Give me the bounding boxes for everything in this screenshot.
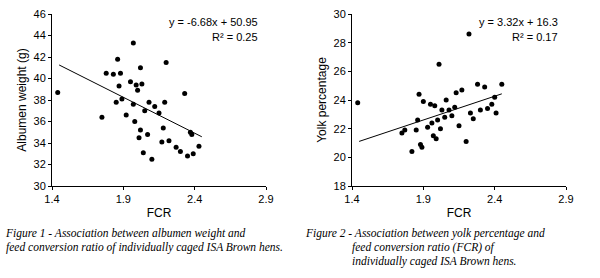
svg-text:1.4: 1.4 bbox=[44, 193, 59, 205]
svg-text:36: 36 bbox=[34, 115, 46, 127]
svg-text:2.9: 2.9 bbox=[258, 193, 273, 205]
svg-text:FCR: FCR bbox=[147, 206, 172, 220]
svg-text:Albumen weight (g): Albumen weight (g) bbox=[15, 48, 29, 151]
svg-text:20: 20 bbox=[334, 151, 346, 163]
svg-text:1.9: 1.9 bbox=[116, 193, 131, 205]
svg-text:y = 3.32x + 16.3: y = 3.32x + 16.3 bbox=[479, 16, 558, 28]
svg-text:1.9: 1.9 bbox=[416, 193, 431, 205]
svg-text:R² = 0.17: R² = 0.17 bbox=[512, 31, 558, 43]
svg-text:30: 30 bbox=[34, 180, 46, 192]
svg-text:42: 42 bbox=[34, 51, 46, 63]
svg-text:Yolk percentage: Yolk percentage bbox=[315, 57, 329, 143]
svg-text:22: 22 bbox=[334, 123, 346, 135]
svg-text:38: 38 bbox=[34, 94, 46, 106]
html-text:Figure 1 - Association between: Figure 1 - Association between albumen w… bbox=[6, 227, 246, 239]
svg-text:44: 44 bbox=[34, 29, 46, 41]
svg-text:FCR: FCR bbox=[447, 206, 472, 220]
html-text:individually caged ISA Brown h: individually caged ISA Brown hens. bbox=[352, 255, 517, 267]
svg-text:y = -6.68x + 50.95: y = -6.68x + 50.95 bbox=[169, 16, 258, 28]
svg-text:R² = 0.25: R² = 0.25 bbox=[212, 31, 258, 43]
svg-text:24: 24 bbox=[334, 94, 346, 106]
svg-text:34: 34 bbox=[34, 137, 46, 149]
svg-text:2.4: 2.4 bbox=[187, 193, 202, 205]
svg-text:46: 46 bbox=[34, 8, 46, 20]
svg-text:18: 18 bbox=[334, 180, 346, 192]
html-text:feed conversion ratio (FCR) of: feed conversion ratio (FCR) of bbox=[352, 241, 494, 253]
svg-text:1.4: 1.4 bbox=[344, 193, 359, 205]
svg-text:2.4: 2.4 bbox=[487, 193, 502, 205]
svg-text:30: 30 bbox=[334, 8, 346, 20]
svg-text:26: 26 bbox=[334, 65, 346, 77]
svg-text:32: 32 bbox=[34, 158, 46, 170]
svg-text:28: 28 bbox=[334, 37, 346, 49]
html-text:feed conversion ratio of indiv: feed conversion ratio of individually ca… bbox=[6, 241, 283, 253]
svg-text:2.9: 2.9 bbox=[558, 193, 573, 205]
html-text:Figure 2 - Association between: Figure 2 - Association between yolk perc… bbox=[306, 227, 545, 239]
svg-text:40: 40 bbox=[34, 72, 46, 84]
